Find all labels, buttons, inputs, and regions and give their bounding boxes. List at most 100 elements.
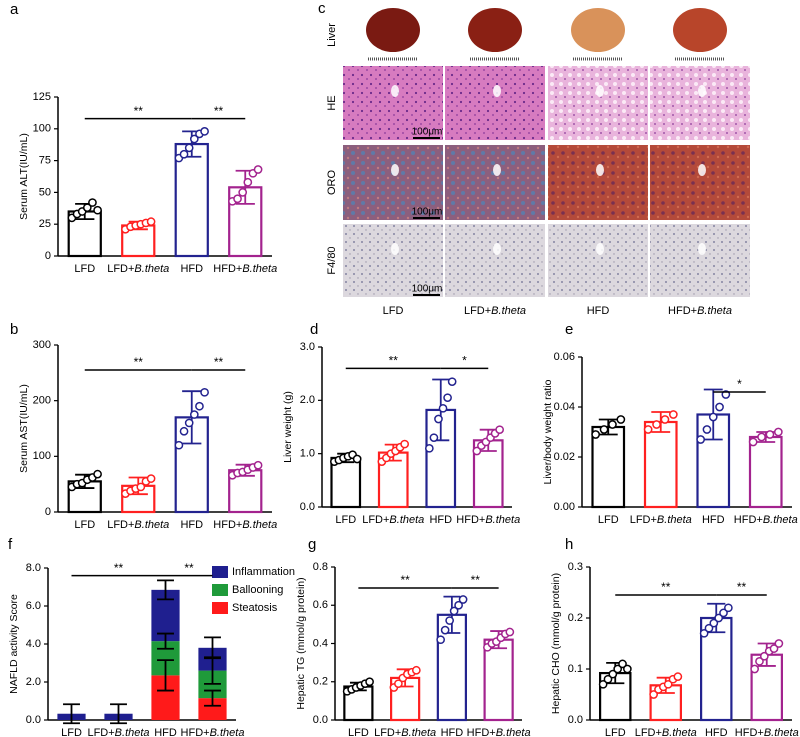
y-tick-label: 3.0 <box>300 341 315 353</box>
panel-label: h <box>565 536 573 553</box>
x-tick-label: LFD+B.theta <box>374 727 436 737</box>
data-point <box>660 415 670 424</box>
y-axis-title: NAFLD activity Score <box>8 594 20 694</box>
panel-label: b <box>10 321 18 338</box>
y-tick-label: 2.0 <box>300 394 315 406</box>
data-point <box>93 469 102 479</box>
panel-label: d <box>310 321 318 338</box>
y-tick-label: 0.0 <box>300 501 315 513</box>
data-point <box>436 635 446 645</box>
panel-label: f <box>8 536 13 553</box>
x-tick-label: LFD+B.theta <box>635 727 697 737</box>
data-point <box>715 402 724 412</box>
y-tick-label: 75 <box>39 155 51 167</box>
data-point <box>243 177 253 187</box>
data-point <box>599 425 609 434</box>
data-point <box>591 430 601 439</box>
data-point <box>352 454 362 464</box>
data-point <box>704 623 714 633</box>
significance-label: ** <box>114 561 124 575</box>
legend-label: Ballooning <box>232 584 283 596</box>
micrograph <box>445 224 545 297</box>
y-tick-label: 6.0 <box>26 600 41 612</box>
x-tick-label: HFD <box>154 727 177 737</box>
bar <box>748 435 783 509</box>
significance-label: ** <box>389 354 399 368</box>
vessel <box>596 85 604 97</box>
data-point <box>174 440 184 450</box>
data-point <box>669 410 678 419</box>
y-tick-label: 0 <box>45 250 51 262</box>
y-tick-label: 0.2 <box>568 612 583 624</box>
significance-label: ** <box>471 573 481 587</box>
data-point <box>82 203 92 213</box>
data-point <box>447 377 457 387</box>
y-tick-label: 25 <box>39 218 51 230</box>
error-bar <box>63 703 80 725</box>
data-point <box>179 149 189 159</box>
error-bar <box>204 689 221 707</box>
error-bar <box>204 636 221 660</box>
error-bar <box>157 632 174 650</box>
y-tick-label: 0.04 <box>554 401 575 413</box>
data-point <box>253 460 263 470</box>
x-tick-label: LFD <box>74 263 95 275</box>
y-tick-label: 125 <box>33 91 51 103</box>
data-point <box>394 679 403 689</box>
data-point <box>195 401 204 411</box>
y-tick-label: 0.02 <box>554 451 575 463</box>
error-bar <box>598 418 618 436</box>
y-tick-label: 0.1 <box>568 663 583 675</box>
row-label: F4/80 <box>326 246 338 274</box>
micrograph <box>548 224 648 297</box>
y-tick-label: 0.00 <box>554 501 575 513</box>
x-tick-label: HFD+B.theta <box>735 727 799 737</box>
scale-bar-label: 100μm <box>412 284 443 295</box>
x-tick-label: LFD+B.theta <box>630 514 692 526</box>
row-label: HE <box>326 95 338 110</box>
data-point <box>643 425 653 434</box>
bar <box>591 425 626 509</box>
data-point <box>616 415 626 424</box>
significance-label: ** <box>184 561 194 575</box>
data-point <box>769 644 779 653</box>
x-tick-label: HFD <box>180 519 203 531</box>
data-point <box>440 625 450 635</box>
micrograph <box>650 66 750 140</box>
x-tick-label: LFD+B.theta <box>107 263 169 275</box>
x-tick-label: HFD <box>441 727 464 737</box>
column-label: HFD+B.theta <box>668 305 732 317</box>
significance-label: ** <box>214 355 224 369</box>
vessel <box>698 243 706 255</box>
micrograph <box>343 145 443 220</box>
data-point <box>598 679 608 689</box>
column-label: LFD <box>383 305 404 317</box>
significance-label: * <box>737 377 742 391</box>
data-point <box>750 664 759 674</box>
data-point <box>613 664 623 674</box>
micrograph <box>445 145 545 220</box>
data-point <box>445 616 454 625</box>
x-tick-label: HFD <box>429 514 452 526</box>
x-tick-label: LFD <box>74 519 95 531</box>
data-point <box>184 143 194 153</box>
x-tick-label: LFD+B.theta <box>107 519 169 531</box>
x-tick-label: HFD+B.theta <box>734 514 798 526</box>
y-axis-title: Hepatic TG (mmol/g protein) <box>295 577 307 709</box>
data-point <box>189 134 199 144</box>
significance-label: ** <box>400 573 410 587</box>
data-point <box>200 387 209 397</box>
vessel <box>493 243 501 255</box>
y-tick-label: 0.4 <box>313 637 328 649</box>
panel-label: e <box>565 321 573 338</box>
data-point <box>179 426 189 436</box>
row-label: ORO <box>326 170 338 196</box>
error-bar <box>110 703 127 725</box>
significance-label: ** <box>737 580 747 594</box>
row-label: Liver <box>326 23 338 47</box>
data-point <box>755 657 764 666</box>
data-point <box>774 639 784 648</box>
legend-swatch <box>212 602 228 614</box>
bar-segment <box>198 698 227 720</box>
